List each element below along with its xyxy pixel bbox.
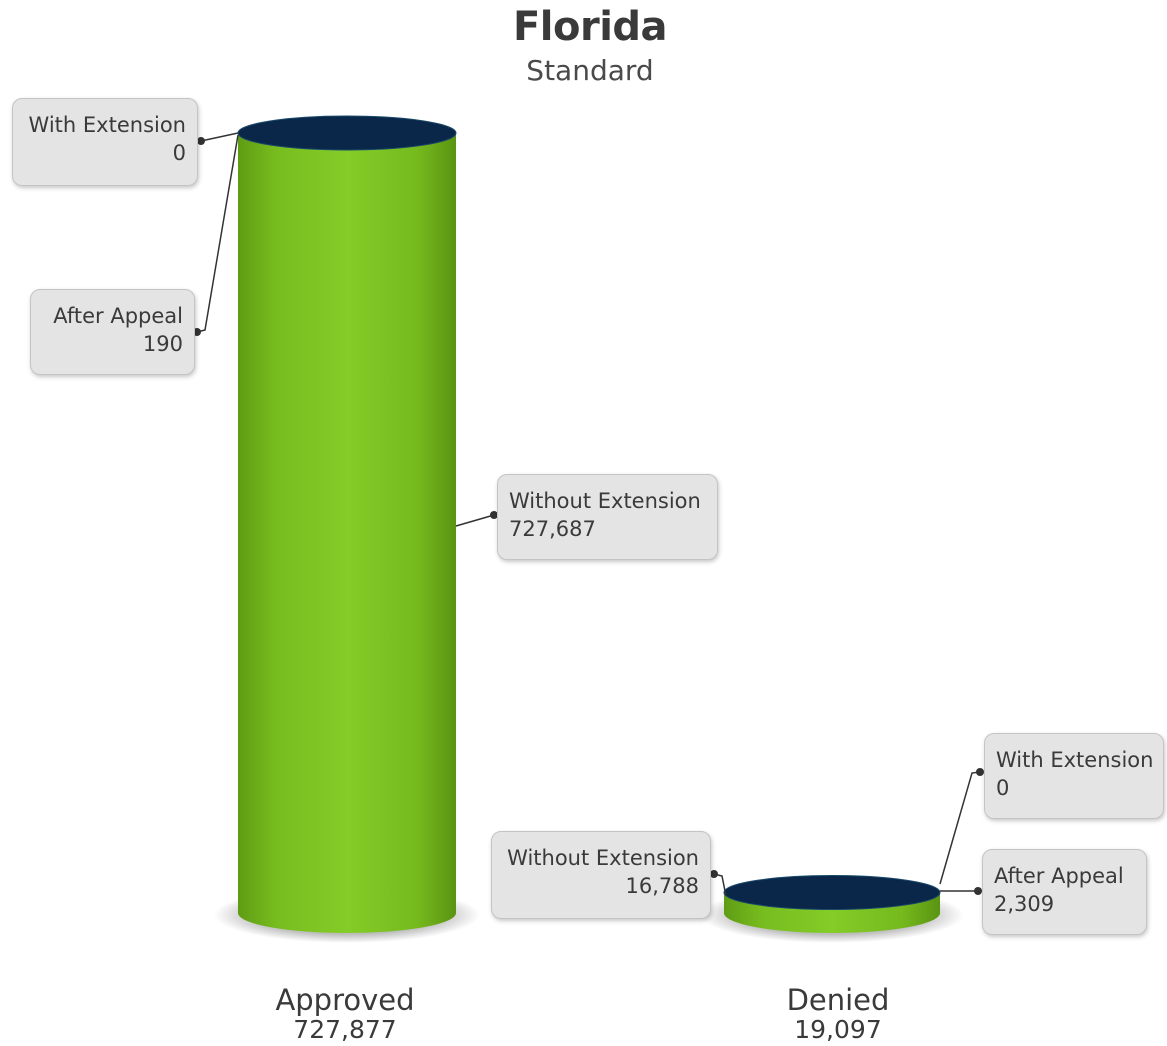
category-approved: Approved 727,877 xyxy=(195,984,495,1043)
denied-after-appeal-callout: After Appeal 2,309 xyxy=(982,849,1147,935)
callout-label: After Appeal xyxy=(53,304,183,328)
denied-with-extension-leader xyxy=(939,771,981,885)
approved-without-extension-callout: Without Extension 727,687 xyxy=(497,474,718,560)
approved-after-appeal-callout: After Appeal 190 xyxy=(30,289,195,375)
approved-with-extension-leader-dot xyxy=(197,137,205,145)
category-total: 727,877 xyxy=(293,1015,397,1044)
denied-after-appeal-leader-dot xyxy=(974,887,982,895)
denied-with-extension-callout: With Extension 0 xyxy=(984,733,1164,819)
callout-label: With Extension xyxy=(28,113,186,137)
approved-after-appeal-leader xyxy=(196,134,239,333)
callout-value: 190 xyxy=(142,332,183,356)
callout-label: Without Extension xyxy=(507,846,699,870)
callout-value: 0 xyxy=(172,141,186,165)
callout-value: 0 xyxy=(996,776,1010,800)
callout-value: 2,309 xyxy=(994,892,1055,916)
approved-after-appeal-leader-dot xyxy=(193,328,201,336)
category-label: Approved xyxy=(275,983,415,1017)
callout-label: Without Extension xyxy=(509,489,701,513)
callout-value: 16,788 xyxy=(625,874,699,898)
approved-without-extension-leader xyxy=(455,514,495,527)
approved-bar-cap xyxy=(237,115,457,151)
approved-without-extension-leader-dot xyxy=(490,511,498,519)
callout-value: 727,687 xyxy=(509,517,596,541)
category-total: 19,097 xyxy=(794,1015,882,1044)
approved-with-extension-callout: With Extension 0 xyxy=(12,98,198,186)
denied-without-extension-callout: Without Extension 16,788 xyxy=(491,831,711,919)
approved-bar-body xyxy=(238,133,456,933)
callout-label: With Extension xyxy=(996,748,1154,772)
callout-label: After Appeal xyxy=(994,864,1124,888)
chart-title: Florida xyxy=(512,4,668,50)
category-denied: Denied 19,097 xyxy=(688,984,988,1043)
denied-with-extension-leader-dot xyxy=(976,768,984,776)
denied-without-extension-leader-dot xyxy=(710,870,718,878)
chart-subtitle: Standard xyxy=(526,54,654,87)
category-label: Denied xyxy=(786,983,890,1017)
approved-with-extension-leader xyxy=(200,132,239,142)
denied-bar-cap xyxy=(723,875,941,911)
